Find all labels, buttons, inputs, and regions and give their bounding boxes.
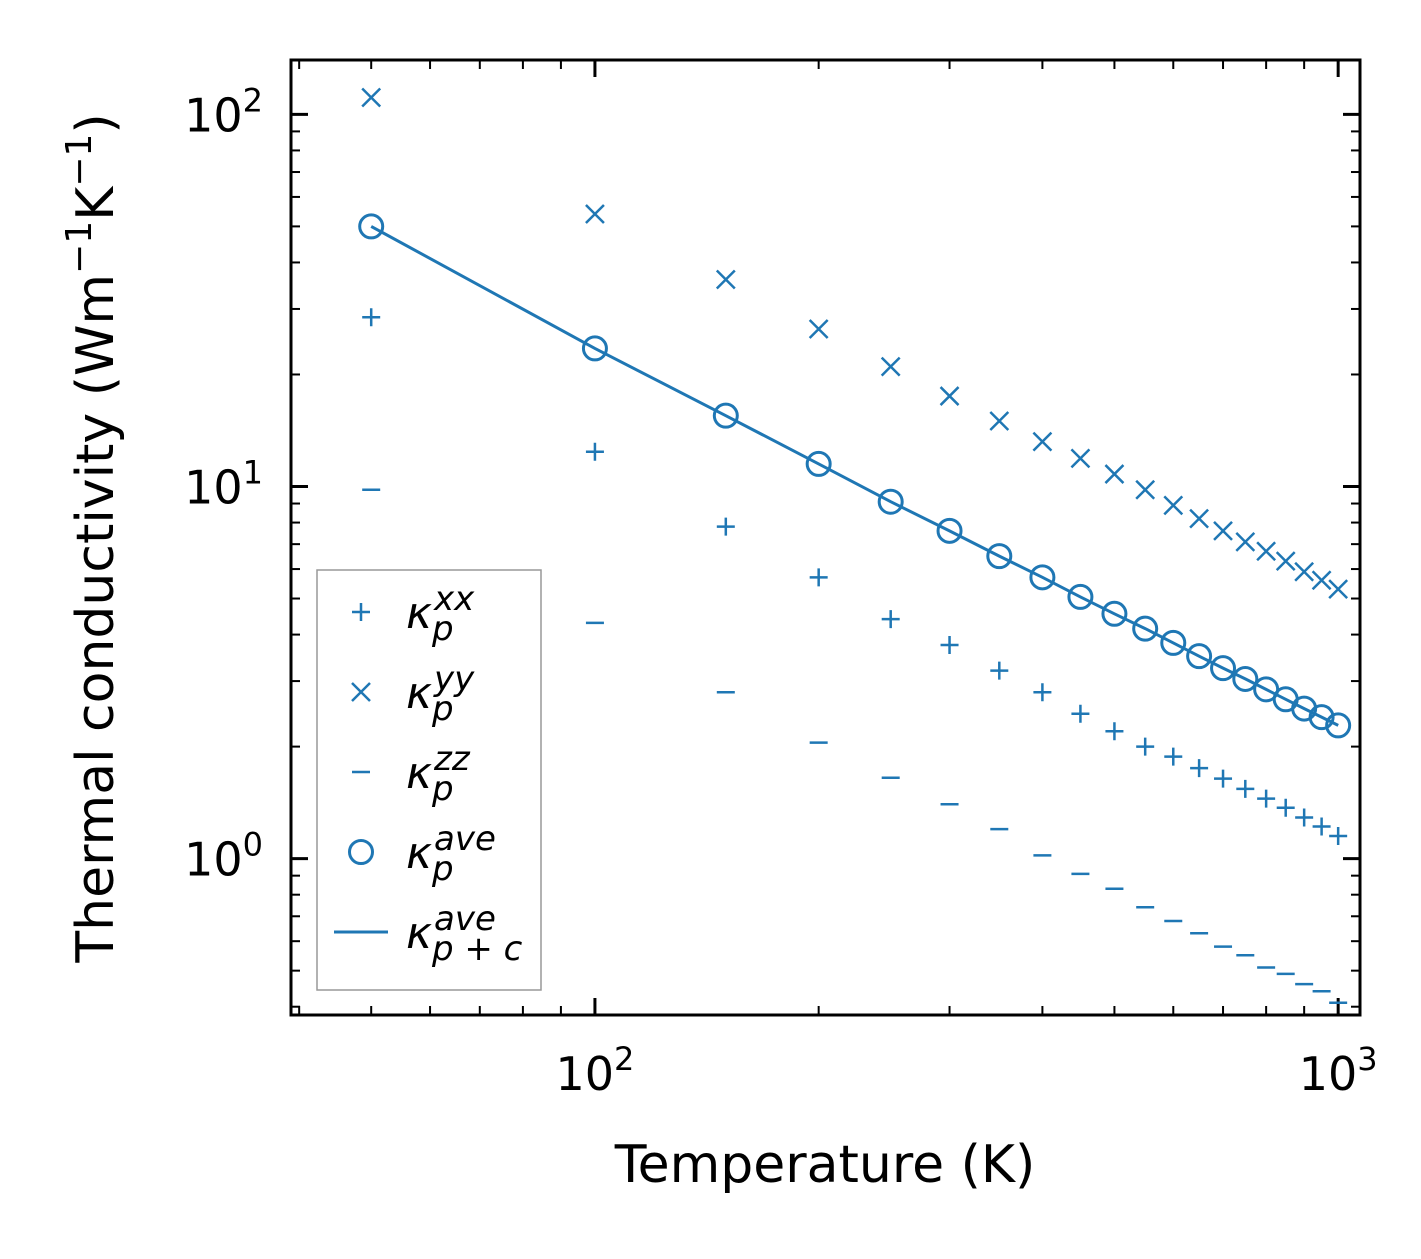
y-axis-label: Thermal conductivity (Wm−1K−1) [59,113,126,963]
data-point-x [1070,448,1091,469]
data-point-plus [1164,747,1183,766]
legend-marker-plus [352,603,370,621]
series-circle [358,213,1352,739]
legend-marker-x [351,682,371,702]
data-point-x [1163,495,1184,516]
legend-marker-circle [348,839,374,865]
series-x [361,87,1349,599]
legend-label: κp [406,588,454,649]
data-point-x [939,386,960,406]
data-point-plus [1214,769,1233,788]
legend-label-sup: xx [433,579,475,619]
plot-frame [289,58,1362,1017]
data-point-x [1104,464,1125,484]
legend-label-sup: zz [433,739,471,779]
x-axis-label: Temperature (K) [614,1135,1036,1195]
data-point-circle [581,335,608,362]
data-point-plus [1329,827,1348,846]
legend-label: κp [406,668,454,729]
data-point-x [1311,570,1332,591]
data-point-circle [877,488,904,515]
tick-group: 102 103 100 101 102 [184,60,1378,1101]
data-point-x [361,87,382,108]
data-point-plus [1295,808,1314,827]
series-dash [362,488,1348,1004]
y-tick-label: 101 [184,454,263,515]
data-point-plus [940,636,959,655]
data-point-plus [362,308,381,327]
data-point-x [1256,541,1277,562]
x-tick-label: 103 [1299,1040,1378,1101]
legend-label-sup: ave [434,899,496,939]
data-point-circle [1210,655,1237,682]
series-line [370,225,1339,727]
data-point-x [1294,561,1315,582]
data-point-circle [1186,643,1213,670]
data-point-plus [990,661,1009,680]
data-point-circle [1067,583,1094,610]
data-point-circle [1101,600,1128,627]
data-point-plus [1276,798,1295,817]
data-point-plus [1312,817,1331,836]
data-point-circle [1232,665,1259,692]
data-point-plus [1071,704,1090,723]
data-point-plus [1136,737,1155,756]
data-point-circle [358,213,385,240]
data-point-x [1135,479,1156,500]
series-line-ave-p-c [370,225,1339,727]
data-point-x [808,319,829,339]
legend-box [316,569,542,991]
legend-label: κp [406,828,454,889]
data-point-circle [1160,629,1187,656]
data-point-x [1032,431,1053,452]
data-group [358,87,1352,1004]
data-point-plus [809,568,828,587]
y-tick-label: 102 [184,81,263,142]
data-point-circle [805,450,832,477]
y-tick-label: 100 [184,826,263,887]
data-point-circle [1132,615,1159,642]
data-point-x [1189,508,1209,529]
data-point-circle [1029,564,1056,591]
legend-label: κp + c [406,908,523,969]
data-point-circle [986,543,1013,570]
data-point-x [1235,531,1256,552]
data-point-circle [936,517,963,544]
data-point-plus [1105,722,1124,741]
legend-label-sup: ave [434,819,496,859]
x-tick-label: 102 [555,1040,634,1101]
data-point-plus [1190,759,1209,778]
legend-label: κp [406,748,454,809]
data-point-circle [1325,712,1352,739]
data-point-x [1328,579,1349,599]
data-point-x [715,269,736,290]
data-point-plus [716,517,735,536]
data-point-circle [712,402,739,429]
data-point-plus [881,610,900,629]
legend-label-sup: yy [433,659,475,699]
data-point-plus [1033,683,1052,702]
data-point-x [585,204,605,224]
series-plus [362,308,1348,846]
data-point-x [880,356,901,377]
data-point-x [1213,520,1233,541]
data-point-plus [1257,789,1276,808]
data-point-plus [1236,779,1255,798]
data-point-x [1275,551,1296,572]
data-point-circle [1308,704,1335,731]
data-point-x [989,411,1010,431]
data-point-plus [585,442,604,461]
